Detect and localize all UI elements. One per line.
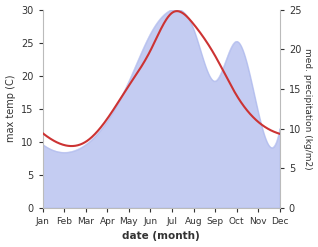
X-axis label: date (month): date (month) bbox=[122, 231, 200, 242]
Y-axis label: max temp (C): max temp (C) bbox=[5, 75, 16, 143]
Y-axis label: med. precipitation (kg/m2): med. precipitation (kg/m2) bbox=[303, 48, 313, 169]
